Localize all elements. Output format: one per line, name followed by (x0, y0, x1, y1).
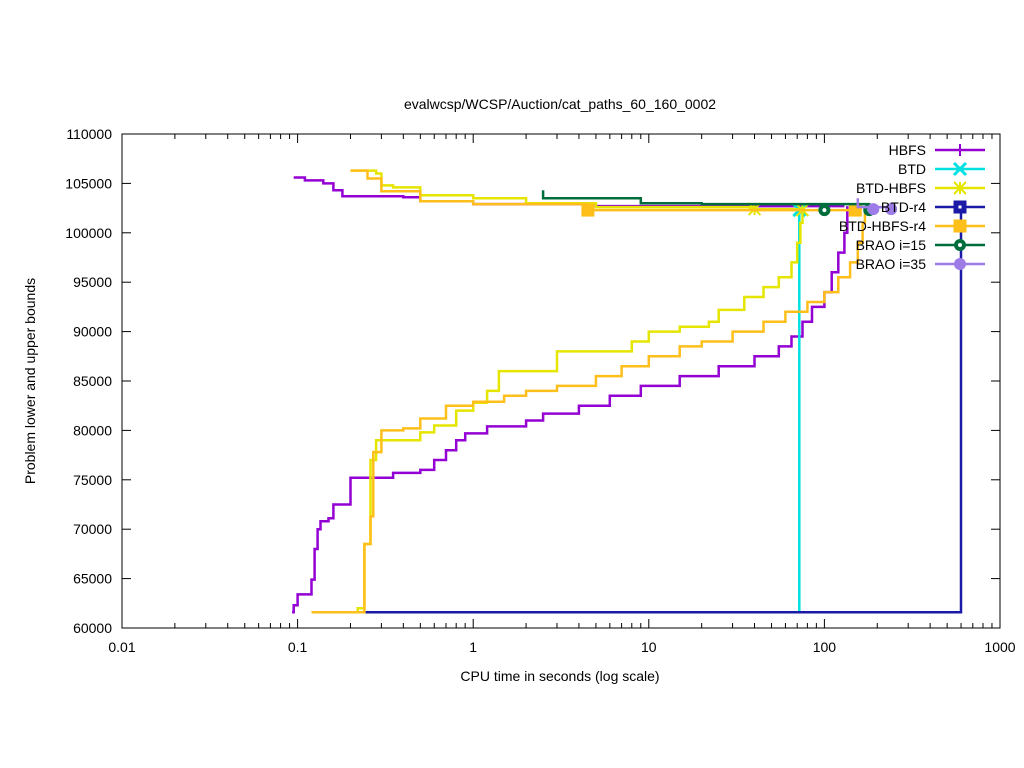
series-btd (792, 203, 807, 613)
y-tick-label: 60000 (73, 620, 112, 636)
series-hbfs (292, 176, 849, 614)
x-tick-label: 1000 (984, 639, 1015, 655)
y-axis-label: Problem lower and upper bounds (22, 278, 38, 484)
legend-entry-btd: BTD (898, 161, 985, 177)
series-btd-r4-upper-line (361, 205, 963, 614)
series-brao-i-35-marker-shape (867, 203, 880, 216)
y-tick-label: 80000 (73, 422, 112, 438)
legend-entry-hbfs: HBFS (889, 142, 985, 158)
series-hbfs-upper-line (293, 176, 845, 208)
legend-entry-btd-r4: BTD-r4 (881, 199, 985, 215)
series-btd-hbfs-upper-line (350, 169, 800, 211)
x-axis-label: CPU time in seconds (log scale) (460, 668, 659, 684)
legend-entry-brao-i-15: BRAO i=15 (856, 237, 985, 253)
y-tick-label: 100000 (65, 225, 112, 241)
series-brao-i-35-marker-shape (885, 203, 898, 216)
legend-marker (952, 161, 968, 177)
legend-label: BRAO i=35 (856, 256, 927, 272)
series-btd-hbfs-lower-line (311, 210, 804, 614)
legend-entry-brao-i-35: BRAO i=35 (856, 256, 985, 272)
series-btd-hbfs-r4-lower-line (311, 210, 867, 614)
x-tick-label: 1 (469, 639, 477, 655)
legend-label: BTD-HBFS (856, 180, 926, 196)
legend-marker (954, 258, 966, 270)
y-tick-label: 110000 (66, 126, 112, 142)
legend-marker (953, 219, 967, 233)
series-btd-r4 (361, 205, 963, 614)
legend-marker-shape (952, 161, 968, 177)
y-tick-label: 105000 (65, 175, 112, 191)
legend-marker-shape (953, 219, 967, 233)
legend-label: HBFS (889, 142, 926, 158)
series-btd-hbfs-r4-marker-shape (581, 203, 595, 217)
legend-marker-shape (954, 144, 966, 156)
series-brao-i-15-upper-line (541, 190, 871, 209)
legend-entry-btd-hbfs-r4: BTD-HBFS-r4 (839, 218, 985, 234)
legend-label: BRAO i=15 (856, 237, 927, 253)
legend-label: BTD-r4 (881, 199, 926, 215)
series-brao-i-15-marker-dot (822, 208, 827, 213)
series-brao-i-35-marker (867, 203, 880, 216)
legend-label: BTD-HBFS-r4 (839, 218, 926, 234)
legend-marker-shape (954, 258, 966, 270)
series-btd-hbfs-r4 (311, 169, 867, 614)
series-brao-i-35-marker (885, 203, 898, 216)
plot-series (292, 169, 963, 614)
x-tick-label: 10 (641, 639, 657, 655)
y-tick-label: 75000 (73, 472, 112, 488)
series-brao-i-15-marker (818, 204, 831, 217)
legend-label: BTD (898, 161, 926, 177)
legend-marker-dot (958, 243, 962, 247)
plot-frame (121, 133, 1001, 629)
series-btd-hbfs-r4-marker (581, 203, 595, 217)
y-tick-label: 95000 (73, 274, 112, 290)
legend-marker (954, 144, 966, 156)
y-tick-label: 65000 (73, 571, 112, 587)
legend-marker (953, 200, 967, 214)
y-tick-label: 70000 (73, 521, 112, 537)
x-tick-label: 0.01 (108, 639, 135, 655)
x-tick-label: 100 (813, 639, 837, 655)
legend-marker (954, 239, 966, 251)
x-tick-label: 0.1 (288, 639, 308, 655)
legend-marker-dot (958, 205, 962, 209)
y-tick-label: 90000 (73, 324, 112, 340)
series-brao-i-35 (856, 198, 898, 216)
chart-title: evalwcsp/WCSP/Auction/cat_paths_60_160_0… (404, 96, 716, 112)
legend-marker (953, 181, 967, 195)
series-hbfs-lower-line (292, 206, 849, 614)
legend: HBFS BTD BTD-HBFS BTD-r4 BTD-HBFS-r4 BRAO i=1… (839, 142, 985, 272)
legend-marker-shape (953, 181, 967, 195)
y-tick-label: 85000 (73, 373, 112, 389)
legend-entry-btd-hbfs: BTD-HBFS (856, 180, 985, 196)
series-btd-hbfs (311, 169, 810, 614)
